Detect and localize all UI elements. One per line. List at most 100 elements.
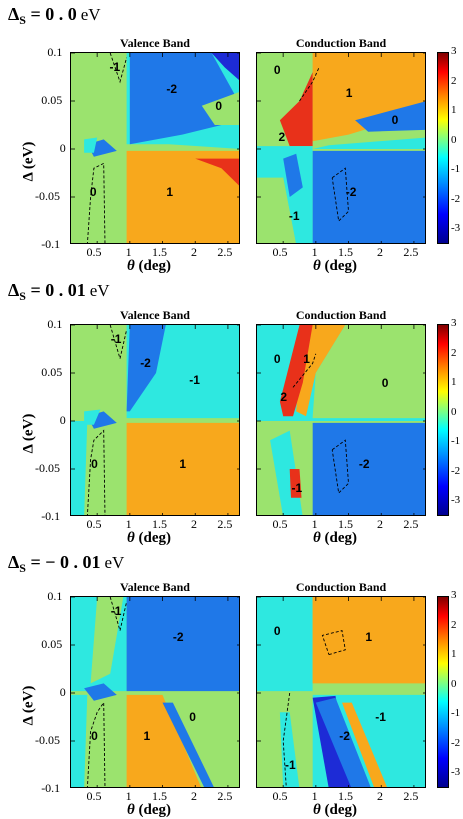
colorbar-tick-label: -2 (451, 192, 461, 205)
colorbar-tick-label: 2 (451, 74, 457, 87)
x-tick-label: 1 (311, 245, 318, 259)
region-label: 1 (166, 185, 174, 200)
y-tick-label: -0.1 (41, 237, 61, 251)
row-1-title: ΔS = 0 . 0 eV (8, 4, 101, 27)
plot-area: 0 1 0 2 -1 -2 (256, 324, 426, 516)
x-tick-label: 2 (191, 789, 198, 803)
heatmap-region (312, 137, 425, 149)
contour-line (299, 67, 320, 102)
x-tick-label: 2.5 (217, 517, 233, 531)
region-label: 1 (143, 729, 151, 744)
x-tick-label: 1.5 (337, 517, 353, 531)
region-label: -1 (110, 604, 122, 619)
x-tick-label: 2 (191, 245, 198, 259)
x-axis-label: θ (deg) (127, 258, 172, 274)
x-tick-label: 0.5 (86, 245, 102, 259)
region-label: 2 (278, 129, 286, 144)
y-axis-label: Δ (eV) (20, 413, 37, 454)
y-tick-label: 0.1 (47, 589, 63, 603)
heatmap-region (312, 597, 425, 684)
region-label: -1 (109, 60, 121, 75)
colorbar (437, 596, 449, 788)
contour-line (331, 439, 349, 494)
panel-title: Valence Band (120, 580, 190, 594)
region-label: 0 (89, 185, 97, 200)
x-tick-label: 2.5 (403, 245, 419, 259)
x-axis-label: θ (deg) (313, 258, 358, 274)
colorbar-tick-label: 0 (451, 405, 457, 418)
region-label: 0 (215, 98, 223, 113)
colorbar-tick-label: 0 (451, 133, 457, 146)
panel-title: Valence Band (120, 36, 190, 50)
plot-area: -1 -2 -1 0 1 (70, 324, 240, 516)
contour-line (86, 701, 106, 787)
colorbar-tick-label: 1 (451, 376, 457, 389)
heatmap-region (283, 153, 303, 197)
contour-line (282, 692, 291, 787)
colorbar (437, 324, 449, 516)
colorbar-tick-label: 0 (451, 677, 457, 690)
x-tick-label: 1.5 (151, 517, 167, 531)
panel-2-valence: Valence Band -1 -2 -1 0 1 0.5 1 1.5 2 2.5 θ (deg) (70, 308, 240, 546)
heatmap-region (211, 53, 239, 81)
colorbar-tick-label: 2 (451, 618, 457, 631)
heatmap-region (126, 325, 166, 412)
heatmap-region (129, 53, 239, 145)
region-label: -2 (345, 185, 357, 200)
panel-title: Conduction Band (295, 36, 387, 50)
region-label: -1 (110, 332, 122, 347)
region-label: -1 (291, 481, 303, 496)
region-label: 0 (273, 351, 281, 366)
y-tick-label: 0.1 (47, 45, 63, 59)
heatmap-svg (71, 53, 239, 243)
x-tick-label: 2.5 (403, 517, 419, 531)
row-3-title: ΔS = − 0 . 01 eV (8, 552, 125, 575)
heatmap-region (126, 150, 239, 243)
x-tick-label: 0.5 (86, 789, 102, 803)
heatmap-region (126, 597, 239, 692)
y-tick-label: -0.05 (35, 461, 60, 475)
heatmap-region (201, 92, 239, 125)
plot-area: 0 1 0 2 -1 -2 (256, 52, 426, 244)
heatmap-svg (257, 597, 425, 787)
heatmap-region (312, 422, 425, 515)
x-tick-label: 2.5 (217, 789, 233, 803)
heatmap-region (355, 101, 425, 132)
heatmap-region (257, 177, 296, 243)
heatmap-region (84, 137, 98, 153)
x-axis-label: θ (deg) (313, 530, 358, 546)
panel-1-conduction: Conduction Band 0 1 0 2 -1 -2 0.5 1 1.5 2 2.5 θ (deg… (256, 36, 426, 274)
region-label: 1 (303, 351, 310, 366)
x-axis-label: θ (deg) (127, 530, 172, 546)
x-tick-label: 2 (377, 789, 384, 803)
region-label: 1 (365, 630, 373, 645)
x-tick-label: 1 (125, 789, 132, 803)
region-label: 0 (91, 457, 98, 472)
x-tick-label: 1 (125, 517, 132, 531)
heatmap-region (169, 694, 239, 787)
colorbar-tick-label: 1 (451, 104, 457, 117)
y-tick-label: 0 (59, 413, 66, 427)
heatmap-region (84, 409, 101, 425)
heatmap-region (126, 422, 239, 515)
region-label: 0 (381, 375, 389, 390)
contour-line (331, 167, 349, 222)
heatmap-region (195, 158, 239, 186)
x-tick-label: 2 (377, 245, 384, 259)
region-label: -2 (358, 457, 370, 472)
colorbar-tick-label: -3 (451, 222, 461, 235)
y-tick-label: 0.05 (41, 93, 63, 107)
colorbar-tick-label: -1 (451, 435, 461, 448)
heatmap-region (312, 150, 425, 243)
region-label: -1 (189, 372, 200, 387)
x-axis-label: θ (deg) (313, 802, 358, 818)
colorbar (437, 52, 449, 244)
heatmap-region (90, 597, 124, 684)
contour-line (86, 162, 106, 243)
panel-title: Valence Band (120, 308, 190, 322)
heatmap-region (279, 325, 313, 417)
panel-title: Conduction Band (295, 580, 387, 594)
colorbar-tick-label: 2 (451, 346, 457, 359)
region-label: 0 (273, 63, 281, 78)
plot-area: -1 -2 0 0 1 (70, 52, 240, 244)
